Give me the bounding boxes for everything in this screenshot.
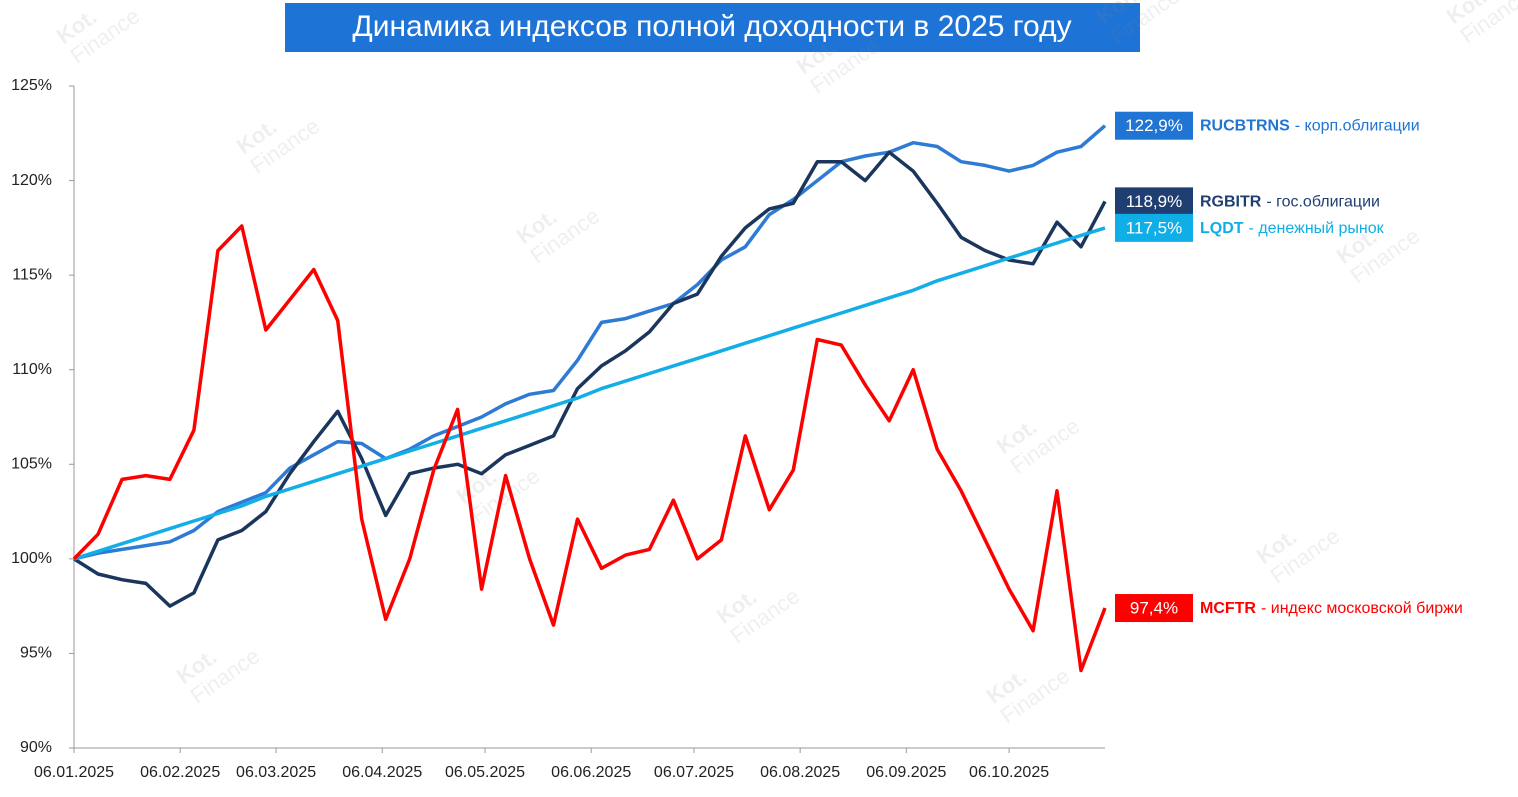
- end-label: 97,4% MCFTR - индекс московской биржи: [1115, 594, 1463, 623]
- legend-description: - денежный рынок: [1249, 220, 1385, 237]
- x-tick-label: 06.06.2025: [551, 764, 631, 781]
- y-tick-label: 125%: [11, 77, 52, 94]
- chart-title: Динамика индексов полной доходности в 20…: [352, 10, 1071, 43]
- legend-description: - индекс московской биржи: [1261, 600, 1463, 617]
- watermark: Kot.Finance: [232, 113, 324, 178]
- watermark: Kot.Finance: [712, 583, 804, 648]
- end-label-box: [1115, 594, 1193, 623]
- x-tick-label: 06.03.2025: [236, 764, 316, 781]
- end-label: 117,5% LQDT - денежный рынок: [1115, 213, 1385, 242]
- end-label-box: [1115, 187, 1193, 216]
- y-tick-label: 115%: [12, 266, 52, 283]
- legend-name: MCFTR: [1200, 600, 1256, 617]
- series-line: [73, 124, 1107, 561]
- y-tick-label: 105%: [11, 456, 52, 473]
- end-label-value: 117,5%: [1126, 218, 1182, 237]
- watermark: Kot.Finance: [512, 203, 604, 268]
- y-tick-label: 95%: [20, 645, 52, 662]
- x-tick-label: 06.04.2025: [342, 764, 422, 781]
- end-label-box: [1115, 213, 1193, 242]
- end-label-value: 97,4%: [1130, 599, 1178, 618]
- watermark: Kot.Finance: [982, 663, 1074, 728]
- x-tick-label: 06.09.2025: [866, 764, 946, 781]
- series-line: [72, 224, 1107, 673]
- legend-entry: MCFTR - индекс московской биржи: [1200, 600, 1463, 617]
- series-line: [73, 226, 1106, 561]
- end-label-box: [1115, 111, 1193, 140]
- watermark: Kot.Finance: [1442, 0, 1518, 49]
- watermark: Kot.Finance: [1332, 223, 1424, 288]
- legend-description: - гос.облигации: [1266, 194, 1380, 211]
- watermarks: Kot.Finance Kot.Finance Kot.Finance Kot.Fin…: [52, 0, 1518, 729]
- series-line: [73, 150, 1107, 608]
- legend-entry: RGBITR - гос.облигации: [1200, 194, 1380, 211]
- title-box: [285, 3, 1140, 52]
- end-label-value: 118,9%: [1126, 192, 1182, 211]
- end-label: 118,9% RGBITR - гос.облигации: [1115, 187, 1380, 216]
- y-tick-label: 100%: [11, 550, 52, 567]
- watermark: Kot.Finance: [992, 413, 1084, 478]
- end-label-value: 122,9%: [1125, 116, 1183, 135]
- legend-name: RUCBTRNS: [1200, 118, 1290, 135]
- y-tick-label: 120%: [11, 172, 52, 189]
- watermark: Kot.Finance: [1252, 523, 1344, 588]
- legend-name: RGBITR: [1200, 194, 1262, 211]
- x-tick-label: 06.01.2025: [34, 764, 114, 781]
- x-tick-label: 06.05.2025: [445, 764, 525, 781]
- x-tick-label: 06.10.2025: [969, 764, 1049, 781]
- legend-name: LQDT: [1200, 220, 1244, 237]
- y-tick-label: 110%: [12, 361, 52, 378]
- legend-description: - корп.облигации: [1295, 118, 1420, 135]
- watermark: Kot.Finance: [172, 643, 264, 708]
- x-tick-label: 06.02.2025: [140, 764, 220, 781]
- end-label: 122,9% RUCBTRNS - корп.облигации: [1115, 111, 1420, 140]
- x-tick-label: 06.07.2025: [654, 764, 734, 781]
- legend-entry: RUCBTRNS - корп.облигации: [1200, 118, 1420, 135]
- watermark: Kot.Finance: [52, 3, 144, 68]
- y-tick-label: 90%: [20, 739, 52, 756]
- legend-entry: LQDT - денежный рынок: [1200, 220, 1385, 237]
- x-tick-label: 06.08.2025: [760, 764, 840, 781]
